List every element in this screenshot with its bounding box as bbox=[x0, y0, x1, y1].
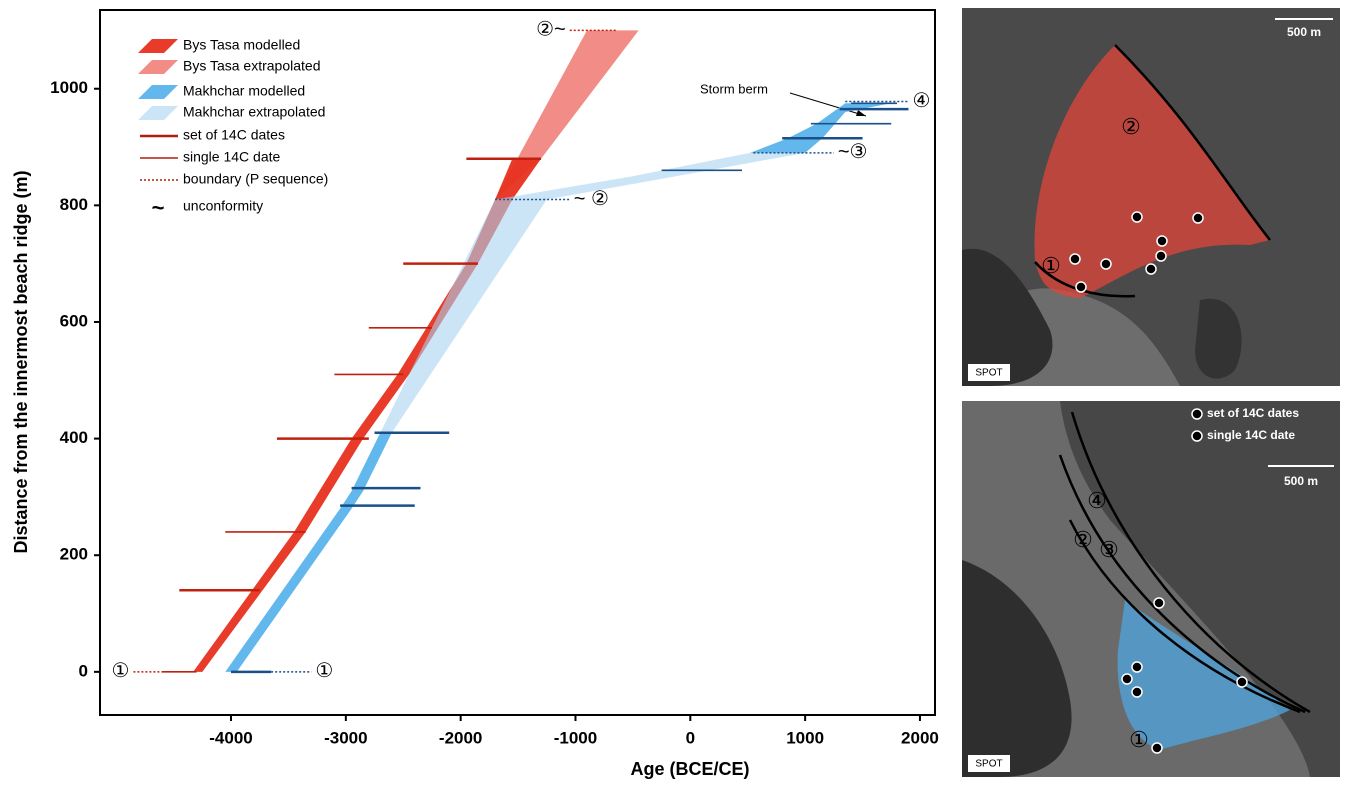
source-label: SPOT bbox=[975, 368, 1002, 379]
map-dots bbox=[1121, 408, 1248, 754]
map-lake bbox=[962, 248, 1053, 386]
boundary-label: ~ ② bbox=[574, 188, 609, 210]
legend-label: boundary (P sequence) bbox=[183, 171, 328, 187]
legend-swatch bbox=[138, 106, 178, 120]
scale-label: 500 m bbox=[1287, 25, 1321, 39]
legend-label: Bys Tasa extrapolated bbox=[183, 58, 321, 74]
boundary-label: ~③ bbox=[838, 141, 868, 163]
x-tick-label: -1000 bbox=[554, 728, 597, 747]
x-axis-label: Age (BCE/CE) bbox=[630, 759, 749, 779]
scale-label: 500 m bbox=[1284, 474, 1318, 488]
y-tick-label: 200 bbox=[60, 545, 88, 564]
map-ridge bbox=[1114, 44, 1271, 241]
map-label: ④ bbox=[1087, 488, 1107, 513]
annotation-arrowhead bbox=[856, 110, 866, 116]
y-tick-label: 800 bbox=[60, 195, 88, 214]
plot: ① ① ②~ ~ ② ~③ ④ bbox=[111, 19, 930, 682]
legend-symbol: ~ bbox=[152, 195, 165, 220]
x-tick-label: 1000 bbox=[786, 728, 824, 747]
x-tick-label: -4000 bbox=[209, 728, 252, 747]
map-legend-label: set of 14C dates bbox=[1207, 406, 1299, 420]
y-axis-label: Distance from the innermost beach ridge … bbox=[11, 170, 31, 553]
map-label: ③ bbox=[1099, 537, 1119, 562]
x-tick-label: 2000 bbox=[901, 728, 939, 747]
legend-swatch bbox=[138, 85, 178, 99]
map-dots bbox=[1069, 211, 1204, 293]
map-sea bbox=[1060, 401, 1340, 777]
x-tick-label: -2000 bbox=[439, 728, 482, 747]
map-lake bbox=[1195, 298, 1242, 379]
plot-frame bbox=[99, 9, 936, 716]
legend-label: Makhchar modelled bbox=[183, 83, 305, 99]
legend-swatch bbox=[138, 39, 178, 53]
boundary-label: ②~ bbox=[536, 19, 566, 41]
legend-label: Makhchar extrapolated bbox=[183, 104, 325, 120]
legend-label: unconformity bbox=[183, 198, 263, 214]
band bbox=[495, 30, 639, 200]
x-tick-label: 0 bbox=[686, 728, 695, 747]
boundary-label: ④ bbox=[912, 90, 930, 112]
x-tick-label: -3000 bbox=[324, 728, 367, 747]
y-tick-label: 1000 bbox=[50, 78, 88, 97]
map-red-area bbox=[1034, 45, 1270, 298]
band bbox=[225, 432, 392, 672]
y-tick-label: 400 bbox=[60, 428, 88, 447]
y-tick-label: 600 bbox=[60, 311, 88, 330]
map-legend-label: single 14C date bbox=[1207, 428, 1295, 442]
source-box bbox=[968, 755, 1010, 772]
map-top: 500 m SPOT ② ① bbox=[962, 8, 1340, 386]
map-label: ① bbox=[1129, 727, 1149, 752]
boundary-label: ① bbox=[315, 660, 333, 682]
source-label: SPOT bbox=[975, 759, 1002, 770]
map-lake bbox=[962, 560, 1072, 777]
source-box bbox=[968, 364, 1010, 381]
legend-swatch bbox=[138, 60, 178, 74]
annotation: Storm berm bbox=[700, 81, 768, 96]
legend-label: single 14C date bbox=[183, 149, 281, 165]
boundary-label: ① bbox=[111, 660, 129, 682]
y-tick-label: 0 bbox=[79, 661, 88, 680]
map-label: ② bbox=[1121, 114, 1141, 139]
map-bottom: set of 14C dates single 14C date 500 m S… bbox=[962, 401, 1340, 777]
band bbox=[380, 152, 806, 433]
annotation-arrow bbox=[789, 92, 867, 117]
legend-label: Bys Tasa modelled bbox=[183, 37, 300, 53]
legend-label: set of 14C dates bbox=[183, 127, 285, 143]
band bbox=[750, 103, 892, 153]
map-blue-area bbox=[1117, 600, 1290, 750]
map-label: ① bbox=[1041, 253, 1061, 278]
map-label: ② bbox=[1073, 527, 1093, 552]
map-ridges bbox=[1058, 411, 1311, 714]
